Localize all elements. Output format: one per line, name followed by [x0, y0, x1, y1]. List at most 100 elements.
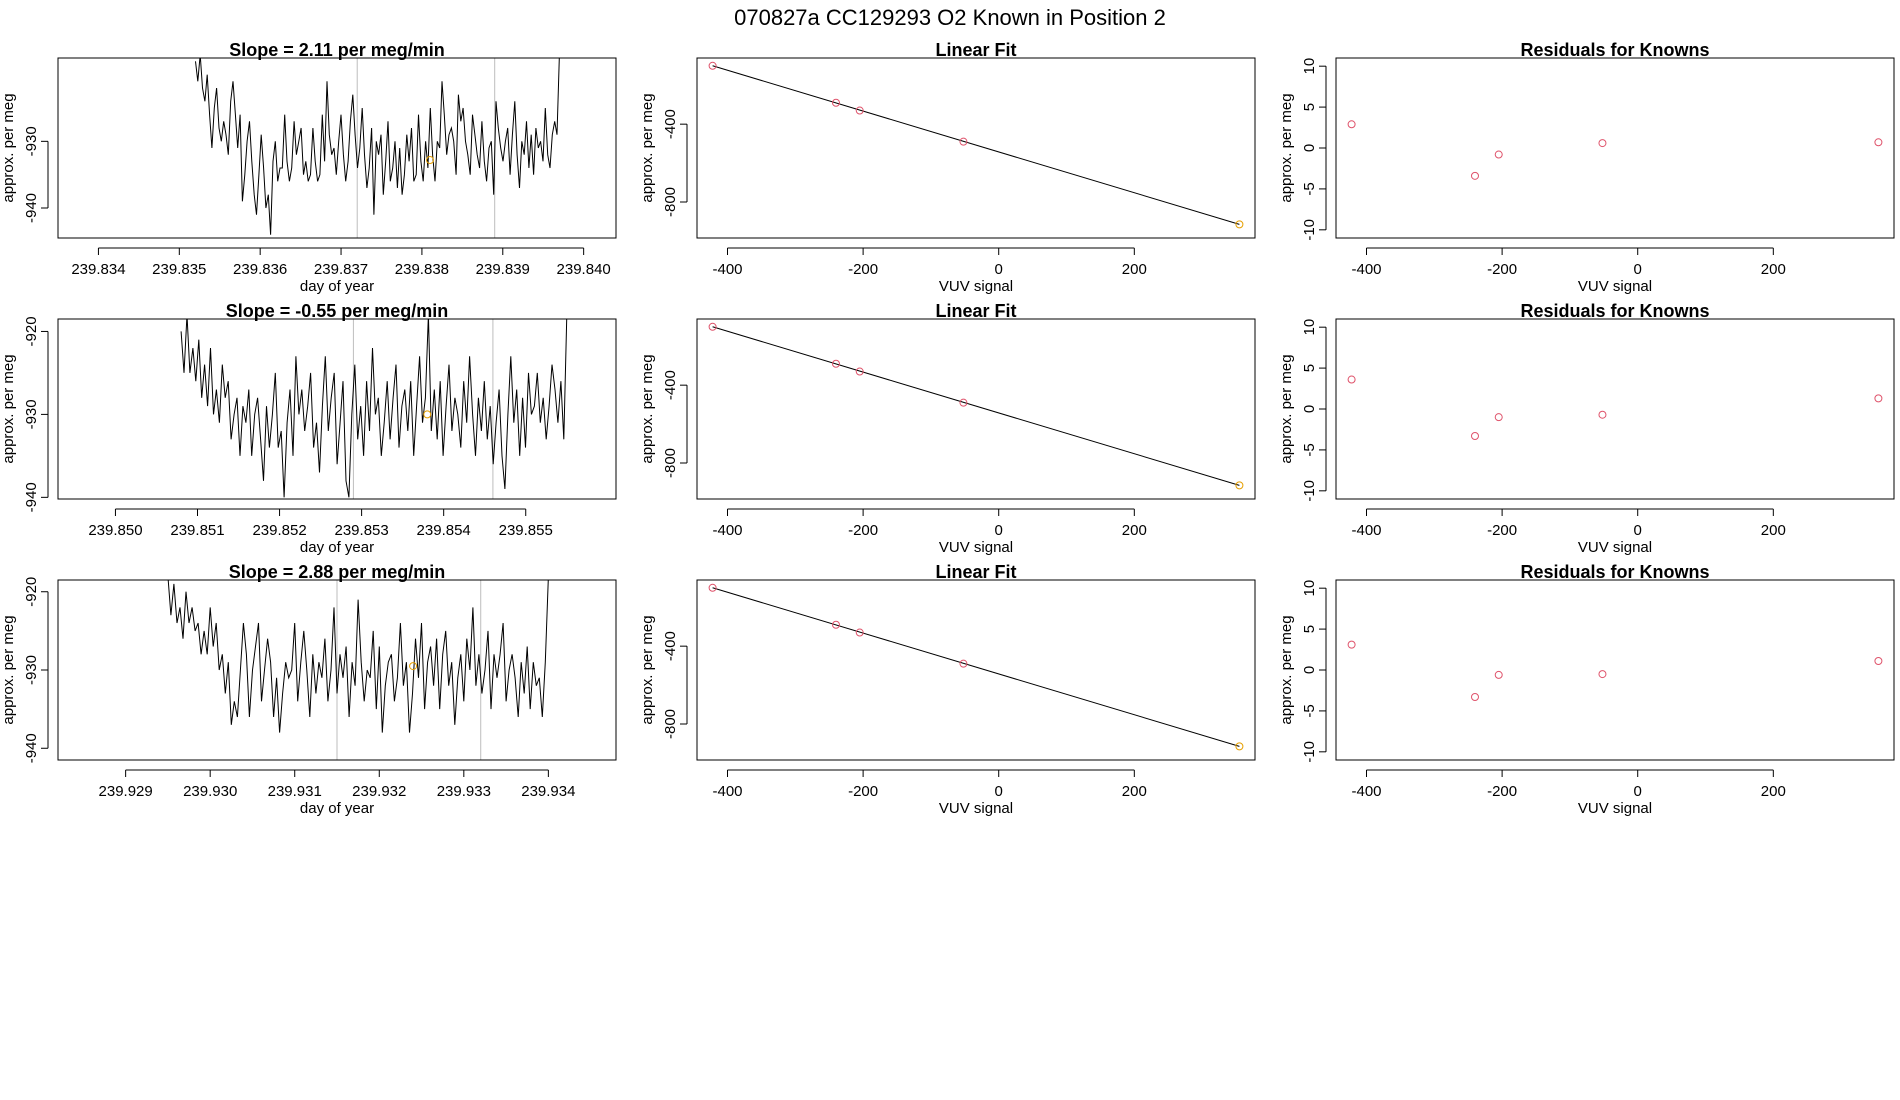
data-point: [1494, 150, 1503, 159]
x-axis-label: VUV signal: [939, 539, 1013, 556]
x-tick-label: 200: [1761, 261, 1786, 278]
plot-frame: [1335, 318, 1895, 500]
x-tick-label: 239.929: [99, 783, 153, 800]
y-axis: -400 -800: [662, 631, 688, 739]
data-point: [1347, 120, 1356, 129]
panel-title: Residuals for Knowns: [1520, 301, 1709, 321]
x-tick-label: 0: [1634, 783, 1642, 800]
y-axis: -400 -800: [662, 109, 688, 217]
chart-panel-9: -400 -200 0 200 VUV signal 10 5 0 -5 -10 approx. p…: [1278, 562, 1895, 817]
plot-area: [180, 319, 568, 499]
panel-grid: 239.834 239.835 239.836 239.837 239.838 239.8…: [0, 40, 1895, 817]
y-axis-label: approx. per meg: [0, 354, 17, 463]
x-tick-label: 239.840: [557, 261, 611, 278]
plot-frame: [1335, 57, 1895, 239]
y-tick-label: 5: [1301, 103, 1318, 111]
y-tick-label: 0: [1301, 144, 1318, 152]
x-tick-label: 239.853: [335, 522, 389, 539]
chart-panel-4: 239.850 239.851 239.852 239.853 239.854 239.8…: [0, 301, 617, 556]
fit-line: [712, 65, 1240, 225]
y-axis: -920 -930 -940: [23, 577, 49, 763]
y-axis-label: approx. per meg: [639, 354, 656, 463]
y-tick-label: 0: [1301, 666, 1318, 674]
fit-line: [712, 587, 1240, 747]
data-point: [831, 359, 840, 368]
x-tick-label: 239.838: [395, 261, 449, 278]
fit-line: [712, 326, 1240, 486]
data-point: [959, 659, 968, 668]
data-point: [1347, 375, 1356, 384]
x-axis-label: VUV signal: [1578, 800, 1652, 817]
y-tick-label: -5: [1301, 704, 1318, 717]
marker-point: [409, 662, 418, 671]
x-tick-label: 239.835: [152, 261, 206, 278]
data-point: [855, 628, 864, 637]
data-point: [1470, 171, 1479, 180]
chart-panel-3: -400 -200 0 200 VUV signal 10 5 0 -5 -10 approx. p…: [1278, 40, 1895, 295]
x-tick-label: 239.837: [314, 261, 368, 278]
y-tick-label: 5: [1301, 364, 1318, 372]
marker-point: [423, 410, 432, 419]
x-tick-label: 239.834: [71, 261, 125, 278]
data-point: [1874, 394, 1883, 403]
y-tick-label: 10: [1301, 580, 1318, 597]
plot-area: [708, 322, 1244, 490]
y-tick-label: -800: [662, 709, 679, 739]
x-tick-label: -400: [712, 261, 742, 278]
figure-title: 070827a CC129293 O2 Known in Position 2: [734, 5, 1166, 30]
chart-panel-1: 239.834 239.835 239.836 239.837 239.838 239.8…: [0, 40, 617, 295]
plot-area: [1347, 375, 1883, 440]
x-tick-label: 239.932: [352, 783, 406, 800]
y-axis-label: approx. per meg: [639, 615, 656, 724]
x-tick-label: 0: [995, 783, 1003, 800]
plot-frame: [57, 579, 617, 761]
panel-title: Slope = 2.88 per meg/min: [229, 562, 446, 582]
x-tick-label: -200: [848, 783, 878, 800]
panel-title: Slope = 2.11 per meg/min: [229, 40, 445, 60]
data-point: [708, 322, 717, 331]
series-line-1: [167, 580, 549, 733]
x-axis-label: day of year: [300, 278, 374, 295]
x-axis-label: VUV signal: [1578, 278, 1652, 295]
y-tick-label: -5: [1301, 182, 1318, 195]
plot-area: [1347, 120, 1883, 180]
y-tick-label: 10: [1301, 319, 1318, 336]
y-tick-label: 10: [1301, 58, 1318, 75]
x-tick-label: 239.933: [437, 783, 491, 800]
y-axis: 10 5 0 -5 -10: [1301, 580, 1327, 763]
panel-title: Linear Fit: [935, 562, 1016, 582]
panel-title: Linear Fit: [935, 40, 1016, 60]
x-tick-label: 239.836: [233, 261, 287, 278]
y-tick-label: -10: [1301, 480, 1318, 502]
chart-panel-7: 239.929 239.930 239.931 239.932 239.933 239.9…: [0, 562, 617, 817]
y-tick-label: -920: [23, 316, 40, 346]
y-tick-label: -5: [1301, 443, 1318, 456]
y-tick-label: -930: [23, 126, 40, 156]
y-tick-label: -940: [23, 733, 40, 763]
plot-frame: [696, 57, 1256, 239]
series-line-1: [195, 58, 560, 235]
y-axis-label: approx. per meg: [1278, 93, 1295, 202]
x-tick-label: -200: [1487, 783, 1517, 800]
panel-title: Slope = -0.55 per meg/min: [226, 301, 449, 321]
plot-frame: [57, 57, 617, 239]
data-point: [1235, 481, 1244, 490]
data-point: [1598, 139, 1607, 148]
x-axis: 239.834 239.835 239.836 239.837 239.838 239.8…: [71, 247, 611, 278]
y-tick-label: -800: [662, 448, 679, 478]
y-tick-label: -400: [662, 109, 679, 139]
x-axis: 239.850 239.851 239.852 239.853 239.854 239.8…: [88, 508, 553, 539]
x-axis: -400 -200 0 200: [1351, 769, 1786, 800]
x-tick-label: 239.855: [499, 522, 553, 539]
x-tick-label: -200: [848, 261, 878, 278]
x-tick-label: 200: [1761, 522, 1786, 539]
marker-point: [426, 156, 434, 164]
chart-panel-6: -400 -200 0 200 VUV signal 10 5 0 -5 -10 approx. p…: [1278, 301, 1895, 556]
y-tick-label: 0: [1301, 405, 1318, 413]
data-point: [708, 61, 717, 70]
data-point: [1235, 742, 1244, 751]
x-tick-label: -200: [1487, 522, 1517, 539]
data-point: [959, 398, 968, 407]
x-tick-label: 0: [1634, 261, 1642, 278]
y-tick-label: -940: [23, 482, 40, 512]
